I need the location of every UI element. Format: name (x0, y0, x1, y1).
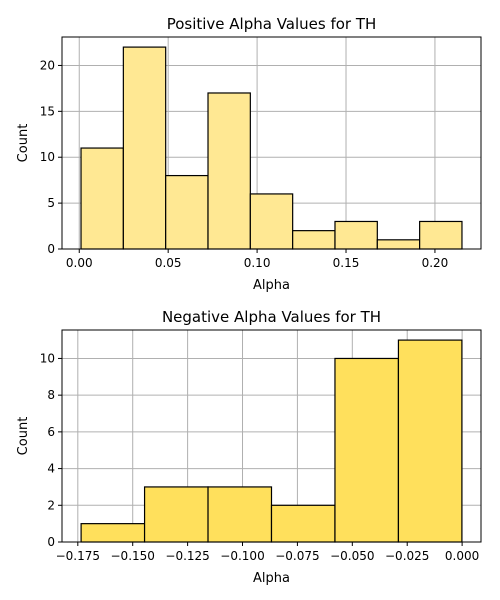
histogram-bar (292, 230, 336, 250)
histogram-bar (143, 486, 209, 543)
x-tick-label: 0.00 (66, 256, 93, 270)
positive-alpha-histogram: 0.00 0.05 0.10 0.15 0.20 0 5 10 15 20 Positive Alp… (16, 15, 482, 293)
histogram-bar (80, 523, 146, 543)
x-tick-label: 0.05 (155, 256, 182, 270)
x-tick-label: 0.10 (244, 256, 271, 270)
y-tick-label: 5 (47, 196, 55, 210)
y-tick-label: 0 (47, 242, 55, 256)
histogram-bar (376, 239, 421, 250)
y-tick-label: 4 (47, 462, 55, 476)
histogram-bar (207, 486, 273, 543)
x-tick-label: −0.075 (275, 549, 319, 563)
x-tick-label: −0.100 (220, 549, 264, 563)
histogram-bar (334, 357, 400, 543)
axes-frame (61, 329, 482, 543)
y-axis-label: Count (16, 124, 31, 163)
y-tick-label: 2 (47, 498, 55, 512)
y-tick-label: 8 (47, 388, 55, 402)
histogram-bar (249, 193, 294, 250)
histogram-bar (419, 220, 463, 250)
axes-frame (61, 36, 482, 250)
x-axis-label: Alpha (253, 571, 290, 586)
x-tick-label: 0.20 (422, 256, 449, 270)
histogram-bar (122, 46, 167, 250)
chart-title: Negative Alpha Values for TH (162, 308, 381, 326)
x-tick-label: 0.000 (445, 549, 479, 563)
histogram-bar (80, 147, 124, 250)
chart-title: Positive Alpha Values for TH (167, 15, 377, 33)
x-axis-label: Alpha (253, 278, 290, 293)
histogram-bar (397, 339, 463, 543)
negative-alpha-histogram: −0.175 −0.150 −0.125 −0.100 −0.075 −0.050 −0.0… (16, 308, 482, 586)
y-tick-label: 20 (40, 58, 55, 72)
histogram-bar (165, 174, 209, 250)
y-tick-label: 10 (40, 351, 55, 365)
x-tick-label: −0.050 (330, 549, 374, 563)
y-tick-label: 0 (47, 535, 55, 549)
y-tick-label: 6 (47, 425, 55, 439)
y-tick-label: 10 (40, 150, 55, 164)
x-tick-label: −0.175 (56, 549, 100, 563)
histogram-bar (207, 92, 251, 250)
x-tick-label: −0.025 (385, 549, 429, 563)
x-tick-label: −0.150 (111, 549, 155, 563)
y-axis-label: Count (16, 417, 31, 456)
histogram-bar (334, 220, 378, 250)
y-tick-label: 15 (40, 104, 55, 118)
x-tick-label: −0.125 (165, 549, 209, 563)
histogram-bar (270, 504, 336, 543)
x-tick-label: 0.15 (333, 256, 360, 270)
